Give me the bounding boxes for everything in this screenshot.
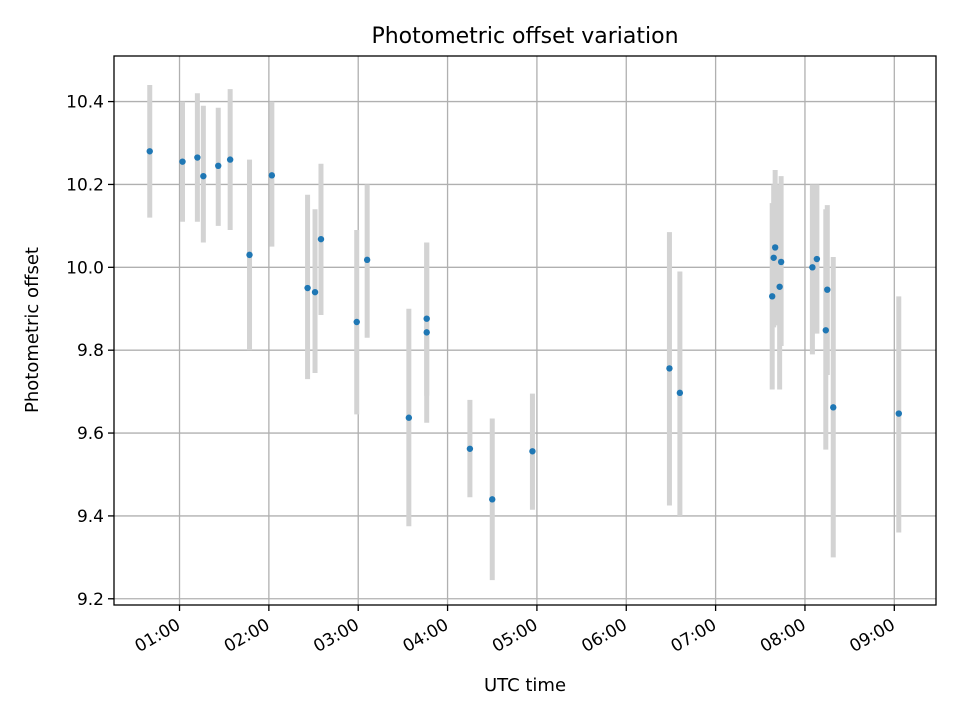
data-point (666, 365, 673, 372)
data-point (423, 329, 430, 336)
x-tick-label: 03:00 (310, 615, 362, 657)
y-tick-label: 10.0 (66, 258, 104, 278)
data-point (489, 496, 496, 503)
data-point (363, 256, 371, 264)
y-tick-label: 9.8 (77, 341, 104, 361)
data-point (405, 414, 413, 421)
data-point (770, 254, 777, 261)
x-tick-label: 09:00 (846, 615, 898, 657)
data-point (895, 410, 902, 417)
x-tick-label: 01:00 (132, 615, 184, 657)
data-point (200, 172, 207, 180)
y-axis-label: Photometric offset (22, 247, 43, 413)
y-tick-label: 10.4 (66, 93, 104, 113)
x-tick-label: 04:00 (400, 615, 452, 657)
data-point (246, 251, 253, 259)
data-point (466, 445, 474, 452)
error-bars (147, 85, 902, 581)
x-tick-label: 07:00 (668, 615, 720, 657)
plot-frame (113, 55, 937, 606)
data-point (304, 284, 311, 292)
data-point (146, 148, 153, 155)
data-point (529, 448, 536, 455)
data-point (813, 255, 821, 263)
x-tick-label: 02:00 (221, 615, 273, 657)
data-point (311, 288, 319, 296)
grid (114, 56, 936, 605)
chart-title: Photometric offset variation (371, 24, 678, 49)
data-point (768, 293, 776, 300)
data-point (215, 162, 222, 169)
y-tick-label: 9.2 (77, 590, 104, 610)
x-tick-label: 06:00 (578, 615, 630, 657)
data-point (179, 158, 186, 165)
data-points (146, 148, 902, 503)
data-point (822, 327, 830, 334)
x-tick-label: 05:00 (489, 615, 541, 657)
data-point (317, 235, 325, 243)
data-point (353, 318, 360, 326)
data-point (830, 404, 837, 411)
data-point (771, 244, 779, 251)
y-tick-label: 9.6 (77, 424, 104, 444)
x-axis-label: UTC time (484, 675, 566, 696)
x-axis-ticks: 01:00 02:00 03:00 04:00 05:00 06:00 07:00 08:00… (132, 605, 899, 657)
data-point (268, 172, 276, 179)
data-point (824, 286, 831, 293)
data-point (423, 315, 430, 322)
data-point (676, 389, 684, 397)
data-point (809, 264, 816, 271)
data-point (777, 258, 785, 266)
data-point (194, 154, 201, 161)
y-tick-label: 10.2 (66, 175, 104, 195)
y-axis-ticks: 9.2 9.4 9.6 9.8 10.0 10.2 10.4 (66, 93, 114, 610)
data-point (776, 283, 783, 290)
y-tick-label: 9.4 (77, 507, 104, 527)
x-tick-label: 08:00 (757, 615, 809, 657)
data-point (226, 156, 234, 163)
